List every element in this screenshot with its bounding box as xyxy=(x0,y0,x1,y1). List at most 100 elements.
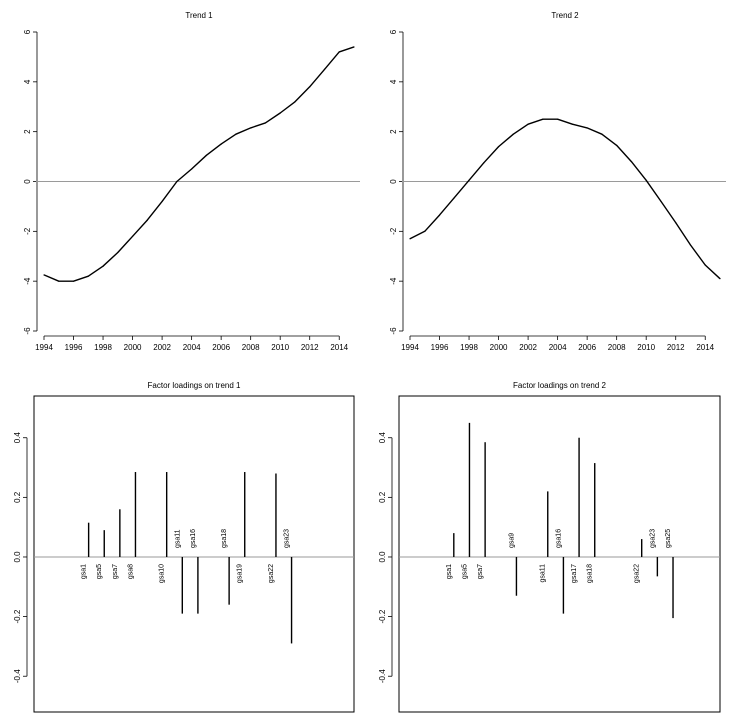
trend-point xyxy=(542,118,544,120)
category-label-gsa5: gsa5 xyxy=(96,564,103,579)
category-label-gsa10: gsa10 xyxy=(159,564,166,583)
chart-title: Trend 2 xyxy=(551,11,579,20)
plot-frame xyxy=(33,395,355,713)
trend-point xyxy=(557,118,559,120)
y-tick-label: -6 xyxy=(23,327,32,335)
category-label-gsa16: gsa16 xyxy=(190,529,197,548)
category-label-gsa8: gsa8 xyxy=(127,564,134,579)
x-tick-label: 2014 xyxy=(696,343,714,352)
x-tick-label: 1998 xyxy=(94,343,112,352)
y-tick-label: 0 xyxy=(389,179,398,184)
category-label-gsa7: gsa7 xyxy=(477,564,484,579)
trend-point xyxy=(102,265,104,267)
trend-point xyxy=(43,274,45,276)
x-tick-label: 2014 xyxy=(330,343,348,352)
x-tick-label: 2012 xyxy=(301,343,319,352)
y-tick-label: -2 xyxy=(23,227,32,235)
category-label-gsa18: gsa18 xyxy=(587,564,594,583)
trend-point xyxy=(438,214,441,216)
trend-point xyxy=(675,222,677,224)
trend-point xyxy=(264,122,267,124)
trend-point xyxy=(161,200,163,203)
trend-point xyxy=(87,275,89,277)
trend-point xyxy=(294,101,296,103)
trend-point xyxy=(58,280,60,282)
y-tick-label: -4 xyxy=(23,277,32,285)
y-tick-label: 6 xyxy=(23,29,32,34)
trend-point xyxy=(72,280,75,282)
y-tick-label: 0.2 xyxy=(13,491,22,503)
trend-point xyxy=(309,86,311,88)
trend-point xyxy=(483,162,485,164)
x-tick-label: 2012 xyxy=(667,343,685,352)
trend-point xyxy=(235,133,237,135)
x-tick-label: 1996 xyxy=(65,343,83,352)
trend-point xyxy=(689,244,692,246)
x-tick-label: 2002 xyxy=(519,343,537,352)
x-tick-label: 1994 xyxy=(35,343,53,352)
x-tick-label: 1994 xyxy=(401,343,419,352)
trend-point xyxy=(704,264,706,266)
chart-title: Factor loadings on trend 2 xyxy=(513,381,606,390)
x-tick-label: 2002 xyxy=(153,343,171,352)
trend-point xyxy=(353,46,355,48)
trend-point xyxy=(220,143,222,145)
x-tick-label: 2008 xyxy=(242,343,260,352)
trend-point xyxy=(424,230,426,232)
trend-point xyxy=(279,112,281,114)
x-tick-label: 2000 xyxy=(124,343,142,352)
y-tick-label: 0.0 xyxy=(13,551,22,563)
y-tick-label: -0.4 xyxy=(13,669,22,683)
trend-point xyxy=(131,235,134,237)
category-label-gsa16: gsa16 xyxy=(555,529,562,548)
trend-point xyxy=(497,146,500,148)
panel-trend-1: Trend 1 -6 -4 -2 0 2 4 6 1994 1996 1998 2000 2002 200… xyxy=(23,11,360,352)
trend-point xyxy=(176,180,178,183)
y-tick-label: 6 xyxy=(389,29,398,34)
category-label-gsa22: gsa22 xyxy=(268,564,275,583)
x-tick-label: 1996 xyxy=(431,343,449,352)
trend-point xyxy=(571,123,573,125)
category-label-gsa25: gsa25 xyxy=(665,529,672,548)
y-tick-label: -0.2 xyxy=(13,609,22,623)
category-label-gsa22: gsa22 xyxy=(634,564,641,583)
y-tick-label: -0.2 xyxy=(378,609,387,623)
trend-point xyxy=(630,160,633,163)
y-tick-label: -0.4 xyxy=(378,669,387,683)
y-tick-label: 0.4 xyxy=(378,432,387,444)
panel-trend-2: Trend 2 -6 -4 -2 0 2 4 6 1994 1996 1998 2000 2002 200… xyxy=(389,11,726,352)
y-tick-label: 0 xyxy=(23,179,32,184)
trend-point xyxy=(601,133,603,135)
y-tick-label: 4 xyxy=(389,79,398,84)
x-tick-label: 2000 xyxy=(490,343,508,352)
category-label-gsa1: gsa1 xyxy=(446,564,453,579)
y-tick-label: -6 xyxy=(389,327,398,335)
category-label-gsa5: gsa5 xyxy=(461,564,468,579)
y-tick-label: 4 xyxy=(23,79,32,84)
trend-point xyxy=(616,144,618,146)
category-label-gsa17: gsa17 xyxy=(571,564,578,583)
category-label-gsa23: gsa23 xyxy=(284,529,291,548)
y-tick-label: 0.0 xyxy=(378,551,387,563)
category-label-gsa7: gsa7 xyxy=(112,564,119,579)
trend-line xyxy=(43,46,355,282)
x-tick-label: 2010 xyxy=(271,343,289,352)
trend-point xyxy=(453,197,455,199)
trend-point xyxy=(146,219,148,221)
trend-point xyxy=(409,238,411,240)
trend-point xyxy=(645,179,647,181)
panel-loadings-trend-1: Factor loadings on trend 1 -0.4 -0.2 0.0 0.2… xyxy=(13,381,355,713)
x-tick-label: 2004 xyxy=(183,343,201,352)
chart-title: Factor loadings on trend 1 xyxy=(148,381,241,390)
category-label-gsa1: gsa1 xyxy=(81,564,88,579)
trend-point xyxy=(527,123,529,125)
x-tick-label: 2006 xyxy=(212,343,230,352)
category-label-gsa18: gsa18 xyxy=(221,529,228,548)
y-tick-label: -4 xyxy=(389,277,398,285)
trend-point xyxy=(191,168,193,170)
trend-point xyxy=(719,278,721,280)
chart-title: Trend 1 xyxy=(185,11,213,20)
category-label-gsa19: gsa19 xyxy=(237,564,244,583)
trend-point xyxy=(512,133,514,135)
